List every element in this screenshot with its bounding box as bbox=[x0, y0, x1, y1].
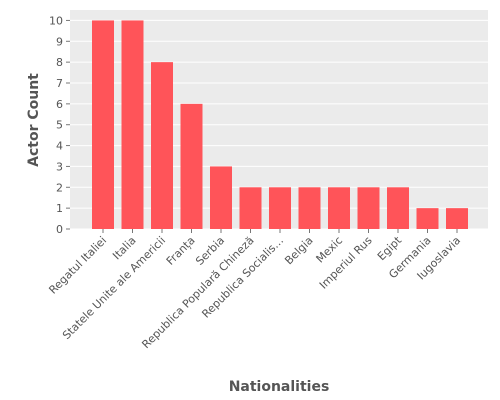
y-axis-ticks: 0 1 2 3 4 5 6 7 8 9 10 bbox=[49, 14, 70, 236]
bar bbox=[357, 187, 380, 229]
y-axis-title: Actor Count bbox=[26, 73, 42, 167]
bar bbox=[269, 187, 291, 229]
x-tick-label: Belgia bbox=[282, 234, 315, 267]
y-tick-label: 3 bbox=[56, 160, 63, 173]
y-tick-label: 2 bbox=[56, 181, 63, 194]
x-tick-label: Imperiul Rus bbox=[317, 234, 375, 292]
bar bbox=[180, 103, 203, 229]
y-tick-label: 8 bbox=[56, 56, 63, 69]
bar bbox=[239, 187, 262, 229]
bar bbox=[328, 187, 350, 229]
bar bbox=[121, 20, 144, 229]
y-tick-label: 10 bbox=[49, 14, 63, 27]
bar bbox=[92, 20, 114, 229]
y-tick-label: 7 bbox=[56, 77, 63, 90]
bar bbox=[446, 208, 468, 229]
y-tick-label: 0 bbox=[56, 223, 63, 236]
x-tick-label: Franța bbox=[164, 234, 198, 268]
bar bbox=[387, 187, 409, 229]
bar bbox=[151, 62, 173, 230]
bar bbox=[416, 208, 439, 229]
y-tick-label: 6 bbox=[56, 98, 63, 111]
y-tick-label: 4 bbox=[56, 140, 63, 153]
y-tick-label: 5 bbox=[56, 119, 63, 132]
y-tick-label: 9 bbox=[56, 35, 63, 48]
bar bbox=[298, 187, 321, 229]
x-axis-title: Nationalities bbox=[229, 379, 330, 395]
bar bbox=[210, 166, 232, 229]
x-tick-label: Regatul Italiei bbox=[46, 234, 109, 297]
y-tick-label: 1 bbox=[56, 202, 63, 215]
bars bbox=[92, 20, 468, 230]
